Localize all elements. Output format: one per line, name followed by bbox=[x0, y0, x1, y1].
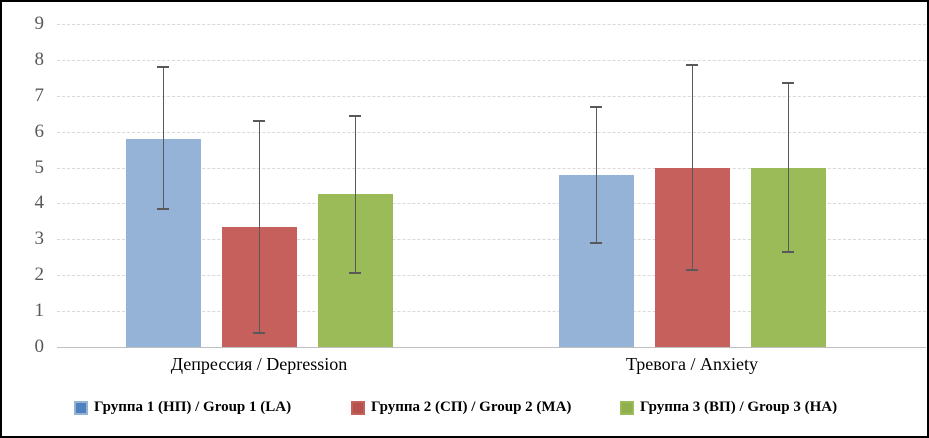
error-bar-cap-top bbox=[349, 114, 361, 117]
gridline bbox=[57, 275, 926, 277]
legend-label: Группа 1 (НП) / Group 1 (LA) bbox=[94, 399, 292, 415]
gridline bbox=[57, 167, 926, 169]
legend-label: Группа 2 (СП) / Group 2 (MA) bbox=[371, 399, 572, 415]
legend-marker-icon bbox=[74, 400, 88, 415]
y-tick-label: 0 bbox=[34, 336, 45, 357]
gridline bbox=[57, 24, 926, 25]
error-bar-line bbox=[596, 106, 597, 243]
gridline bbox=[57, 239, 926, 241]
gridline bbox=[57, 131, 926, 133]
error-bar-cap-bottom bbox=[157, 207, 169, 210]
y-tick-label: 1 bbox=[34, 300, 45, 322]
y-tick-label: 9 bbox=[34, 13, 45, 34]
error-bar-cap-bottom bbox=[590, 241, 602, 244]
error-bar-line bbox=[788, 83, 789, 252]
error-bar-cap-top bbox=[686, 64, 698, 67]
y-tick-label: 8 bbox=[34, 48, 45, 70]
legend-item: Группа 3 (ВП) / Group 3 (HA) bbox=[620, 399, 837, 416]
y-tick-label: 7 bbox=[34, 84, 45, 106]
gridline bbox=[57, 311, 926, 313]
error-bar-line bbox=[355, 115, 356, 274]
error-bar-cap-bottom bbox=[349, 272, 361, 275]
error-bar-cap-top bbox=[253, 119, 265, 122]
legend-item: Группа 1 (НП) / Group 1 (LA) bbox=[74, 399, 291, 416]
error-bar-cap-top bbox=[157, 66, 169, 69]
category-label: Тревога / Anxiety bbox=[625, 354, 759, 374]
gridline bbox=[57, 59, 926, 61]
legend-marker-icon bbox=[620, 400, 634, 415]
category-label: Депрессия / Depression bbox=[170, 354, 348, 374]
error-bar-cap-bottom bbox=[782, 250, 794, 253]
legend-label: Группа 3 (ВП) / Group 3 (HA) bbox=[640, 399, 838, 415]
y-tick-label: 2 bbox=[34, 264, 45, 286]
error-bar-cap-top bbox=[590, 105, 602, 108]
gridline bbox=[57, 95, 926, 97]
error-bar-cap-bottom bbox=[686, 268, 698, 271]
error-bar-line bbox=[259, 120, 260, 333]
gridline bbox=[57, 203, 926, 205]
error-bar-cap-top bbox=[782, 82, 794, 85]
y-tick-label: 3 bbox=[34, 228, 45, 250]
error-bar-line bbox=[692, 65, 693, 270]
legend-item: Группа 2 (СП) / Group 2 (MA) bbox=[351, 399, 571, 416]
legend-marker-icon bbox=[351, 400, 365, 415]
y-tick-label: 4 bbox=[34, 192, 45, 214]
y-tick-label: 5 bbox=[34, 156, 45, 178]
error-bar-cap-bottom bbox=[253, 331, 265, 334]
y-tick-label: 6 bbox=[34, 120, 45, 142]
error-bar-line bbox=[163, 67, 164, 209]
x-axis-line bbox=[57, 347, 926, 348]
